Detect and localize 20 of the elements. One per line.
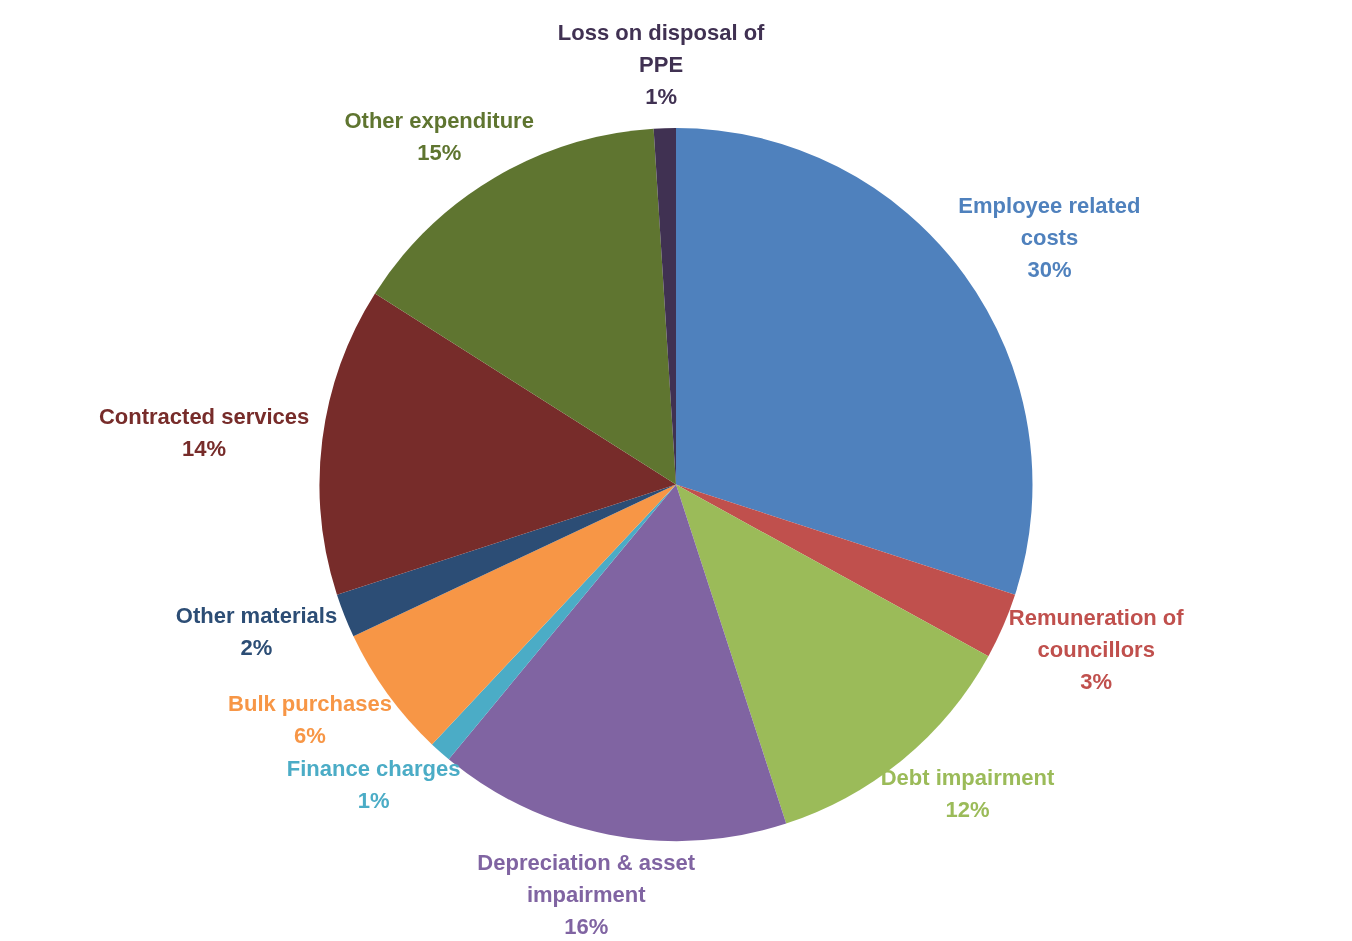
slice-label: Depreciation & asset impairment	[477, 849, 696, 907]
data-label: 12%	[945, 796, 990, 822]
data-label: 1%	[357, 788, 390, 814]
slice-label: Other expenditure	[344, 108, 534, 134]
slice-label: Finance charges	[286, 756, 461, 782]
data-label: 14%	[182, 436, 227, 462]
data-label: 2%	[240, 634, 273, 660]
slice-label: Contracted services	[98, 404, 310, 430]
slice-label: Debt impairment	[880, 764, 1055, 790]
slice-label: Loss on disposal of PPE	[557, 20, 766, 78]
data-label: 16%	[564, 913, 609, 939]
data-label: 30%	[1027, 256, 1072, 282]
data-label: 15%	[417, 140, 462, 166]
slice-label: Employee related costs	[958, 192, 1141, 250]
slice-label: Bulk purchases	[228, 691, 392, 717]
slice-label: Other materials	[175, 602, 338, 628]
slice-label: Remuneration of councillors	[1008, 604, 1185, 662]
data-label: 3%	[1080, 668, 1113, 694]
data-label: 1%	[645, 84, 678, 110]
data-label: 6%	[294, 723, 326, 749]
